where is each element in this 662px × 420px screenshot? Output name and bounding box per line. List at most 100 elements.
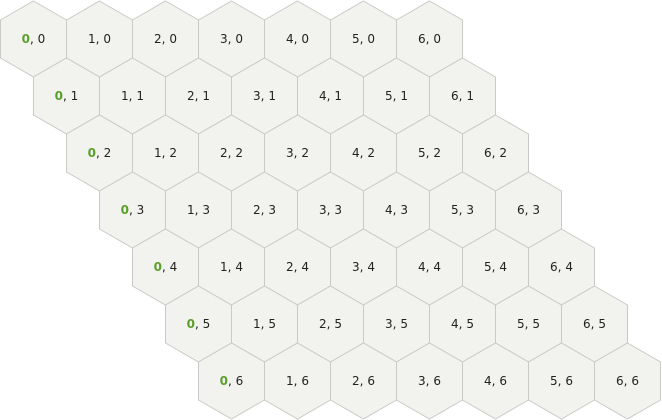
hex-label-r: 2 (235, 146, 243, 160)
hex-label-q: 1 (253, 317, 261, 331)
hex-label: 5, 5 (517, 317, 540, 331)
hex-label: 4, 5 (451, 317, 474, 331)
hex-label-r: 4 (170, 260, 178, 274)
hex-label-r: 2 (104, 146, 112, 160)
hex-label-separator: , (327, 89, 335, 103)
hex-label: 4, 4 (418, 260, 441, 274)
hex-label: 4, 1 (319, 89, 342, 103)
hex-label: 2, 1 (187, 89, 210, 103)
hex-label-r: 3 (532, 203, 540, 217)
hex-label-separator: , (393, 89, 401, 103)
hex-cell: 5, 2 (396, 114, 463, 192)
hex-label-separator: , (492, 146, 500, 160)
hex-label-r: 1 (136, 89, 144, 103)
hex-label-r: 4 (301, 260, 309, 274)
hex-label: 2, 6 (352, 374, 375, 388)
hex-label-r: 2 (169, 146, 177, 160)
hex-label-q: 3 (220, 32, 228, 46)
hex-label-r: 6 (367, 374, 375, 388)
hex-label-q: 1 (121, 89, 129, 103)
hex-label-separator: , (459, 203, 467, 217)
hex-label-r: 3 (202, 203, 210, 217)
hex-label-separator: , (426, 32, 434, 46)
hex-label: 0, 2 (88, 146, 112, 160)
hex-label-separator: , (558, 374, 566, 388)
hex-label-q: 3 (385, 317, 393, 331)
hex-label-r: 4 (499, 260, 507, 274)
hex-label-r: 2 (499, 146, 507, 160)
hex-label: 6, 6 (616, 374, 639, 388)
hex-label-q: 2 (352, 374, 360, 388)
hex-label-q: 5 (550, 374, 558, 388)
hex-shape (594, 342, 661, 420)
hex-label-q: 0 (220, 374, 228, 388)
hex-label-q: 6 (550, 260, 558, 274)
hex-label-separator: , (162, 32, 170, 46)
hex-label-q: 2 (286, 260, 294, 274)
hex-label: 3, 1 (253, 89, 276, 103)
hex-label-q: 4 (451, 317, 459, 331)
hex-label-r: 3 (400, 203, 408, 217)
hex-label-q: 4 (418, 260, 426, 274)
hex-label-separator: , (525, 317, 533, 331)
hex-label: 0, 1 (55, 89, 79, 103)
hex-label-q: 1 (88, 32, 96, 46)
hex-label-q: 1 (187, 203, 195, 217)
hex-label: 0, 3 (121, 203, 145, 217)
hex-label-separator: , (327, 317, 335, 331)
hex-label: 3, 3 (319, 203, 342, 217)
hex-label-separator: , (591, 317, 599, 331)
hex-label-r: 1 (202, 89, 210, 103)
hex-label-r: 1 (268, 89, 276, 103)
hex-label-separator: , (294, 260, 302, 274)
hex-label-r: 6 (301, 374, 309, 388)
hex-label-q: 6 (616, 374, 624, 388)
hex-label-separator: , (261, 89, 269, 103)
hex-label-separator: , (492, 374, 500, 388)
hex-label-q: 5 (352, 32, 360, 46)
hex-label-separator: , (195, 317, 203, 331)
hex-label-q: 1 (286, 374, 294, 388)
hex-label-r: 4 (433, 260, 441, 274)
hex-label-q: 0 (88, 146, 96, 160)
hex-label-r: 5 (203, 317, 211, 331)
hex-label-r: 5 (334, 317, 342, 331)
hex-label-separator: , (261, 317, 269, 331)
hex-label: 6, 5 (583, 317, 606, 331)
hex-label-r: 5 (466, 317, 474, 331)
hex-label: 1, 6 (286, 374, 309, 388)
hex-label-r: 0 (103, 32, 111, 46)
hex-label-r: 5 (532, 317, 540, 331)
hex-label-r: 6 (236, 374, 244, 388)
hex-label-r: 3 (466, 203, 474, 217)
hex-label: 2, 4 (286, 260, 309, 274)
hex-label-separator: , (360, 260, 368, 274)
hex-label-r: 2 (367, 146, 375, 160)
hex-label-separator: , (261, 203, 269, 217)
hex-label-q: 2 (319, 317, 327, 331)
hex-label: 0, 4 (154, 260, 178, 274)
hex-label-q: 5 (385, 89, 393, 103)
hex-label: 1, 3 (187, 203, 210, 217)
hex-label-r: 2 (433, 146, 441, 160)
hex-label-separator: , (96, 146, 104, 160)
hex-label-separator: , (294, 32, 302, 46)
hex-label-r: 6 (499, 374, 507, 388)
hex-label: 3, 4 (352, 260, 375, 274)
hex-label: 4, 0 (286, 32, 309, 46)
hex-label-separator: , (129, 89, 137, 103)
hex-label-r: 5 (268, 317, 276, 331)
hex-label-q: 2 (154, 32, 162, 46)
hex-label-r: 4 (367, 260, 375, 274)
hex-label: 3, 5 (385, 317, 408, 331)
hex-label-r: 1 (71, 89, 79, 103)
hex-label: 5, 0 (352, 32, 375, 46)
hex-label-r: 1 (466, 89, 474, 103)
hex-label: 2, 2 (220, 146, 243, 160)
hex-label: 1, 2 (154, 146, 177, 160)
hex-label-q: 6 (451, 89, 459, 103)
hex-label: 5, 2 (418, 146, 441, 160)
hex-label: 0, 6 (220, 374, 244, 388)
hex-label-r: 5 (400, 317, 408, 331)
